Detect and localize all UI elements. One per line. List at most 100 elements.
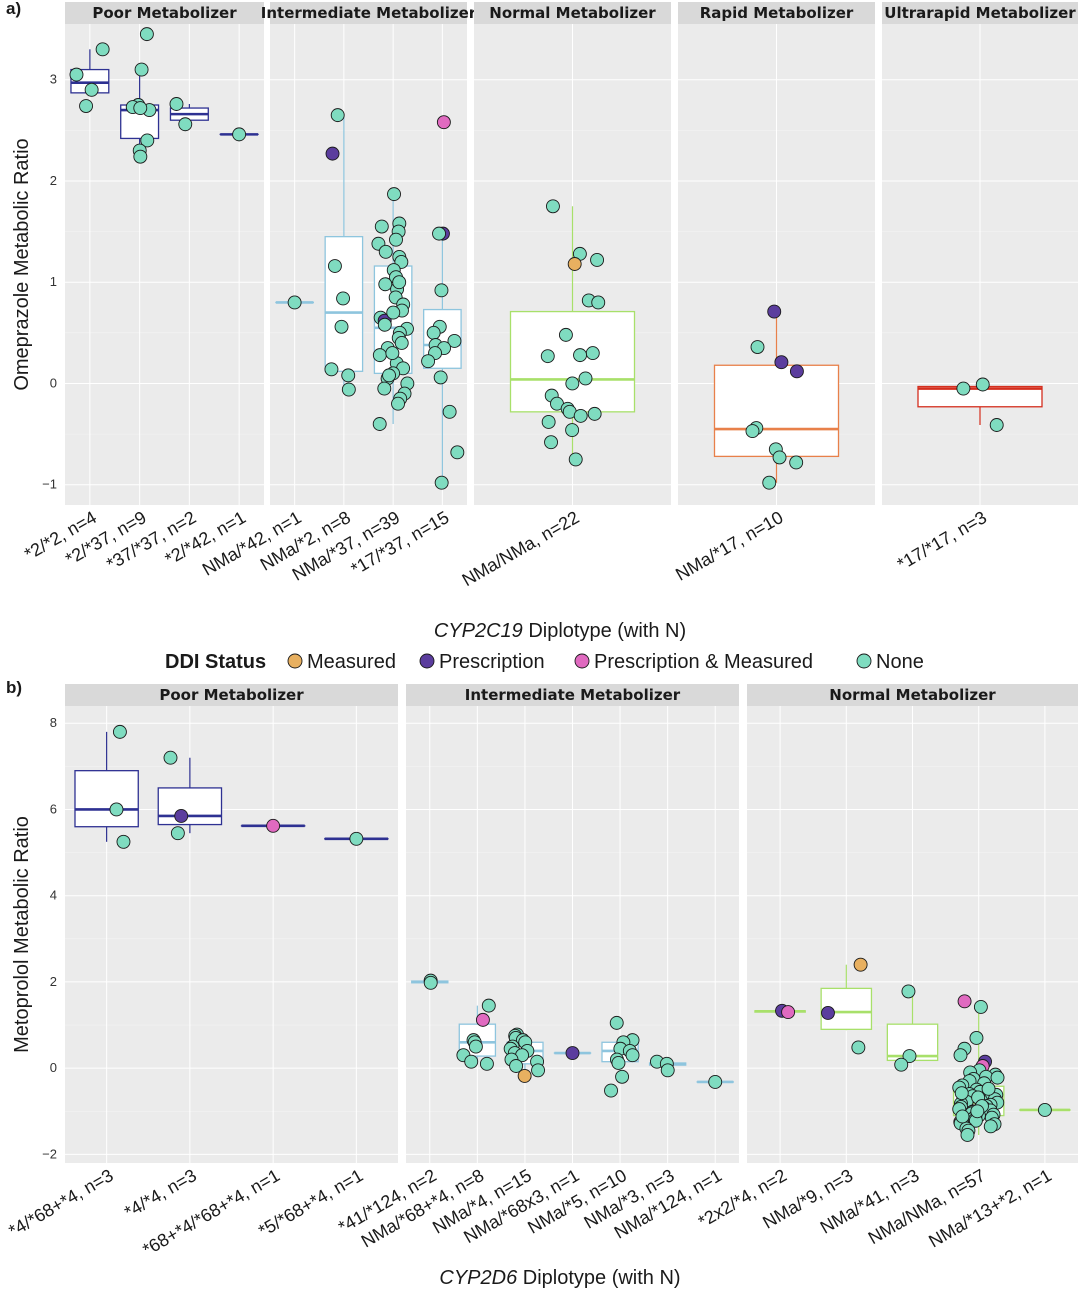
data-point <box>133 101 148 115</box>
data-point <box>169 97 184 111</box>
data-point <box>330 108 345 123</box>
box-group <box>324 831 389 846</box>
box-group <box>648 1054 687 1078</box>
legend-entry: Prescription & Measured <box>574 651 813 673</box>
data-point <box>139 27 154 42</box>
y-axis-title: Metoprolol Metabolic Ratio <box>11 816 33 1053</box>
y-tick-label: 4 <box>50 888 57 903</box>
box <box>713 364 840 458</box>
data-point <box>789 364 804 379</box>
box-group <box>421 115 465 490</box>
box-group <box>952 994 1005 1142</box>
data-point <box>708 1074 723 1089</box>
data-point <box>969 1031 984 1045</box>
legend: DDI Status Measured Prescription Prescripti… <box>165 651 924 673</box>
x-axis-title-gene: CYP2C19 <box>434 620 523 642</box>
data-point <box>374 219 389 234</box>
data-point <box>568 452 583 467</box>
data-point <box>232 127 247 142</box>
data-point <box>394 336 409 350</box>
facet-strip <box>474 2 671 24</box>
data-point <box>970 1104 985 1119</box>
box-group <box>696 1074 734 1089</box>
y-tick-label: 1 <box>50 274 57 289</box>
data-point <box>789 455 804 470</box>
facet-title: Poor Metabolizer <box>159 686 304 704</box>
box-group <box>456 998 497 1071</box>
legend-swatch <box>287 653 303 669</box>
box-group <box>411 973 449 990</box>
box-group <box>74 724 139 849</box>
panel-background <box>65 24 264 505</box>
legend-label: Measured <box>307 651 396 673</box>
data-point <box>391 396 405 411</box>
x-axis-title: CYP2C19 Diplotype (with N) <box>434 620 686 642</box>
data-point <box>901 984 916 999</box>
data-point <box>573 408 588 423</box>
data-point <box>990 1070 1005 1085</box>
data-point <box>565 423 580 438</box>
data-point <box>450 445 465 460</box>
data-point <box>625 1048 640 1063</box>
data-point <box>660 1063 675 1078</box>
x-axis-title-rest: Diplotype (with N) <box>517 1267 680 1289</box>
data-point <box>334 319 349 334</box>
data-point <box>853 957 868 972</box>
x-tick-label: *68+*4/*68+*4, n=1 <box>139 1165 283 1260</box>
data-point <box>79 99 94 113</box>
facet-title: Ultrarapid Metabolizer <box>884 4 1076 22</box>
data-point <box>762 475 777 490</box>
y-tick-label: 3 <box>50 72 57 87</box>
panel-background <box>270 24 467 505</box>
box-group <box>1019 1103 1071 1117</box>
x-tick-label: *4/*68+*4, n=3 <box>5 1165 116 1241</box>
data-point <box>956 381 971 396</box>
data-point <box>894 1057 909 1072</box>
x-axis-title-gene: CYP2D6 <box>439 1267 518 1289</box>
box-group <box>601 1015 640 1098</box>
facet-title: Poor Metabolizer <box>92 4 237 22</box>
data-point <box>174 808 189 823</box>
data-point <box>981 1081 996 1096</box>
data-point <box>902 1049 917 1064</box>
data-point <box>590 252 605 267</box>
data-point <box>433 370 448 385</box>
data-point <box>336 291 351 306</box>
data-point <box>434 283 449 298</box>
box <box>74 770 139 828</box>
data-point <box>116 834 131 849</box>
box-group <box>69 42 110 113</box>
data-point <box>84 82 99 97</box>
facet-poor-metabolizer: Poor Metabolizer*2/*2, n=4*2/*37, n=9*37… <box>21 2 264 574</box>
data-point <box>767 304 782 319</box>
data-point <box>531 1063 545 1078</box>
legend-swatch <box>856 653 872 669</box>
data-point <box>781 1005 796 1020</box>
data-point <box>851 1040 866 1055</box>
data-point <box>266 818 281 833</box>
data-point <box>341 368 356 383</box>
data-point <box>479 1056 494 1071</box>
data-point <box>109 802 124 817</box>
x-axis-title: CYP2D6 Diplotype (with N) <box>439 1267 680 1289</box>
data-point <box>287 295 302 310</box>
facet-title: Rapid Metabolizer <box>700 4 854 22</box>
data-point <box>1037 1103 1052 1117</box>
data-point <box>382 368 396 383</box>
data-point <box>983 1119 998 1134</box>
facet-ultrarapid-metabolizer: Ultrarapid Metabolizer *17/*17, n=3 <box>882 2 1078 574</box>
data-point <box>436 115 451 130</box>
data-point <box>772 450 787 465</box>
data-point <box>432 226 446 241</box>
data-point <box>565 1046 580 1061</box>
facet-title: Normal Metabolizer <box>489 4 656 22</box>
box-group <box>917 377 1043 432</box>
data-point <box>578 371 593 386</box>
data-point <box>324 362 339 377</box>
data-point <box>955 1109 970 1124</box>
data-point <box>325 146 340 161</box>
data-point <box>609 1015 624 1030</box>
facet-strip <box>678 2 875 24</box>
box-group <box>120 27 160 164</box>
